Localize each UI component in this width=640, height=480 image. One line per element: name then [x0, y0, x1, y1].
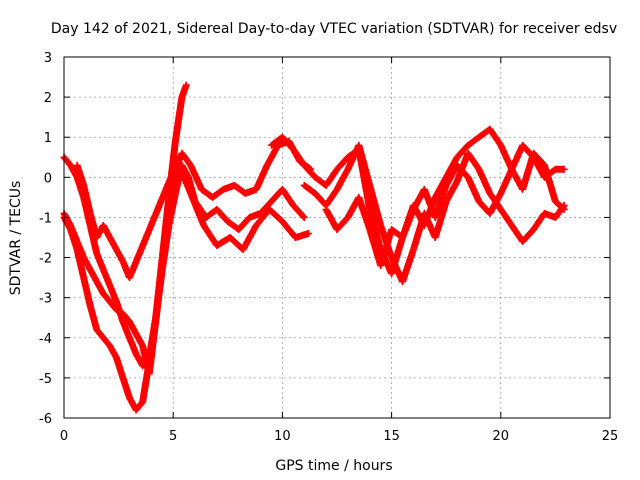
- series-track-g: [322, 141, 568, 270]
- plot-frame: [63, 56, 611, 419]
- y-tick-label: 0: [44, 171, 52, 186]
- x-tick-label: 15: [383, 429, 400, 444]
- y-tick-label: -4: [39, 332, 52, 347]
- y-tick-label: -1: [39, 211, 52, 226]
- x-tick-label: 10: [274, 429, 291, 444]
- series-trace: [74, 159, 311, 280]
- chart-title: Day 142 of 2021, Sidereal Day-to-day VTE…: [51, 21, 617, 37]
- y-tick-label: -2: [39, 252, 52, 267]
- y-tick-label: 3: [44, 51, 52, 66]
- x-tick-label: 20: [493, 429, 510, 444]
- x-tick-label: 5: [169, 429, 177, 444]
- series-track-d: [73, 157, 313, 282]
- x-tick-label: 25: [602, 429, 619, 444]
- y-tick-label: -3: [39, 292, 52, 307]
- y-axis-label: SDTVAR / TECUs: [8, 181, 24, 296]
- tick-marks: [63, 56, 611, 419]
- data-points: [60, 81, 568, 414]
- y-tick-label: -5: [39, 372, 52, 387]
- series-trace: [61, 138, 314, 376]
- y-tick-labels: -6 -5 -4 -3 -2 -1 0 1 2 3: [39, 51, 52, 427]
- x-tick-label: 0: [60, 429, 68, 444]
- x-axis-label: GPS time / hours: [275, 458, 392, 474]
- series-trace: [323, 142, 567, 268]
- y-tick-label: 1: [44, 131, 52, 146]
- y-tick-label: 2: [44, 91, 52, 106]
- x-tick-labels: 0 5 10 15 20 25: [60, 429, 618, 444]
- y-tick-label: -6: [39, 412, 52, 427]
